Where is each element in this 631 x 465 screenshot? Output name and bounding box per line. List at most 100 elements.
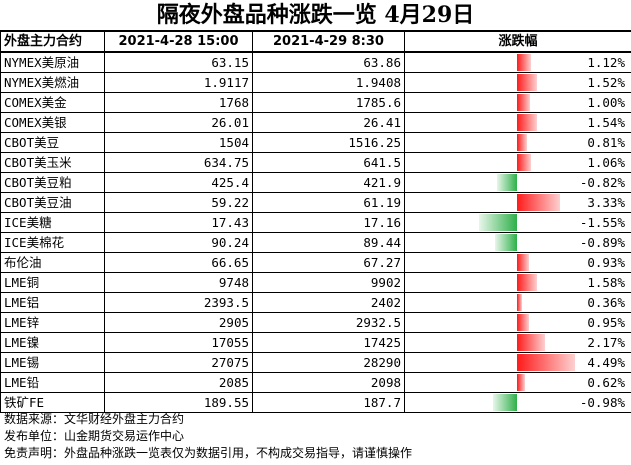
- positive-change-bar: [517, 134, 528, 151]
- contract-name: LME铅: [0, 372, 105, 393]
- change-value: 3.33%: [587, 195, 625, 210]
- change-value: 1.00%: [587, 95, 625, 110]
- change-cell: 1.00%: [404, 92, 631, 113]
- table-row: ICE美糖 17.43 17.16 -1.55%: [0, 212, 631, 233]
- contract-name: CBOT美豆: [0, 132, 105, 153]
- prev-price: 26.01: [104, 112, 253, 133]
- positive-change-bar: [517, 154, 531, 171]
- publisher-note: 发布单位：山金期货交易运作中心: [4, 429, 185, 443]
- disclaimer-note: 免责声明：外盘品种涨跌一览表仅为数据引用，不构成交易指导，请谨慎操作: [4, 446, 413, 460]
- change-cell: 0.81%: [404, 132, 631, 153]
- change-value: 4.49%: [587, 355, 625, 370]
- contract-name: 铁矿FE: [0, 392, 105, 413]
- change-cell: 3.33%: [404, 192, 631, 213]
- change-cell: 1.12%: [404, 51, 631, 73]
- change-cell: 1.54%: [404, 112, 631, 133]
- positive-change-bar: [517, 54, 532, 71]
- table-row: LME锡 27075 28290 4.49%: [0, 352, 631, 373]
- curr-price: 2932.5: [252, 312, 405, 333]
- prev-price: 63.15: [104, 51, 253, 73]
- curr-price: 641.5: [252, 152, 405, 173]
- table-row: ICE美棉花 90.24 89.44 -0.89%: [0, 232, 631, 253]
- change-cell: -0.82%: [404, 172, 631, 193]
- change-value: 1.06%: [587, 155, 625, 170]
- positive-change-bar: [517, 334, 546, 351]
- contract-name: NYMEX美燃油: [0, 72, 105, 93]
- data-source-note: 数据来源：文华财经外盘主力合约: [4, 412, 185, 426]
- header-contract: 外盘主力合约: [0, 31, 105, 53]
- curr-price: 1785.6: [252, 92, 405, 113]
- change-value: 0.36%: [587, 295, 625, 310]
- positive-change-bar: [517, 294, 522, 311]
- curr-price: 1516.25: [252, 132, 405, 153]
- prev-price: 27075: [104, 352, 253, 373]
- table-row: 布伦油 66.65 67.27 0.93%: [0, 252, 631, 273]
- curr-price: 421.9: [252, 172, 405, 193]
- header-prev-time: 2021-4-28 15:00: [104, 31, 253, 53]
- curr-price: 17425: [252, 332, 405, 353]
- prev-price: 17.43: [104, 212, 253, 233]
- curr-price: 61.19: [252, 192, 405, 213]
- contract-name: LME锌: [0, 312, 105, 333]
- change-cell: 1.06%: [404, 152, 631, 173]
- contract-name: LME铜: [0, 272, 105, 293]
- change-value: -1.55%: [579, 215, 625, 230]
- table-row: NYMEX美原油 63.15 63.86 1.12%: [0, 51, 631, 73]
- prev-price: 59.22: [104, 192, 253, 213]
- table-row: NYMEX美燃油 1.9117 1.9408 1.52%: [0, 72, 631, 93]
- negative-change-bar: [495, 234, 517, 251]
- curr-price: 63.86: [252, 51, 405, 73]
- change-cell: 1.52%: [404, 72, 631, 93]
- contract-name: CBOT美豆油: [0, 192, 105, 213]
- change-cell: 4.49%: [404, 352, 631, 373]
- positive-change-bar: [517, 254, 529, 271]
- negative-change-bar: [492, 394, 517, 411]
- table-row: LME铝 2393.5 2402 0.36%: [0, 292, 631, 313]
- change-value: 1.54%: [587, 115, 625, 130]
- table-row: CBOT美豆粕 425.4 421.9 -0.82%: [0, 172, 631, 193]
- table-row: COMEX美银 26.01 26.41 1.54%: [0, 112, 631, 133]
- change-value: 1.58%: [587, 275, 625, 290]
- prev-price: 2905: [104, 312, 253, 333]
- contract-name: CBOT美豆粕: [0, 172, 105, 193]
- curr-price: 17.16: [252, 212, 405, 233]
- change-cell: 0.95%: [404, 312, 631, 333]
- change-cell: 2.17%: [404, 332, 631, 353]
- change-value: -0.82%: [579, 175, 625, 190]
- table-row: 铁矿FE 189.55 187.7 -0.98%: [0, 392, 631, 413]
- negative-change-bar: [496, 174, 517, 191]
- table-row: LME铜 9748 9902 1.58%: [0, 272, 631, 293]
- prev-price: 1504: [104, 132, 253, 153]
- prev-price: 189.55: [104, 392, 253, 413]
- table-row: CBOT美豆 1504 1516.25 0.81%: [0, 132, 631, 153]
- change-value: 2.17%: [587, 335, 625, 350]
- change-cell: 0.93%: [404, 252, 631, 273]
- contract-name: 布伦油: [0, 252, 105, 273]
- change-value: 0.93%: [587, 255, 625, 270]
- contract-name: LME锡: [0, 352, 105, 373]
- change-value: 1.52%: [587, 75, 625, 90]
- table-header-row: 外盘主力合约 2021-4-28 15:00 2021-4-29 8:30 涨跌…: [0, 31, 631, 53]
- prev-price: 9748: [104, 272, 253, 293]
- negative-change-bar: [479, 214, 517, 231]
- positive-change-bar: [517, 314, 530, 331]
- header-change: 涨跌幅: [404, 31, 631, 53]
- table-row: CBOT美玉米 634.75 641.5 1.06%: [0, 152, 631, 173]
- curr-price: 89.44: [252, 232, 405, 253]
- change-cell: 0.62%: [404, 372, 631, 393]
- contract-name: CBOT美玉米: [0, 152, 105, 173]
- table-row: LME镍 17055 17425 2.17%: [0, 332, 631, 353]
- curr-price: 9902: [252, 272, 405, 293]
- curr-price: 187.7: [252, 392, 405, 413]
- curr-price: 2402: [252, 292, 405, 313]
- contract-name: COMEX美银: [0, 112, 105, 133]
- contract-name: COMEX美金: [0, 92, 105, 113]
- change-cell: 0.36%: [404, 292, 631, 313]
- curr-price: 28290: [252, 352, 405, 373]
- prev-price: 17055: [104, 332, 253, 353]
- change-cell: -0.89%: [404, 232, 631, 253]
- change-cell: 1.58%: [404, 272, 631, 293]
- prev-price: 1.9117: [104, 72, 253, 93]
- change-value: 0.95%: [587, 315, 625, 330]
- prev-price: 1768: [104, 92, 253, 113]
